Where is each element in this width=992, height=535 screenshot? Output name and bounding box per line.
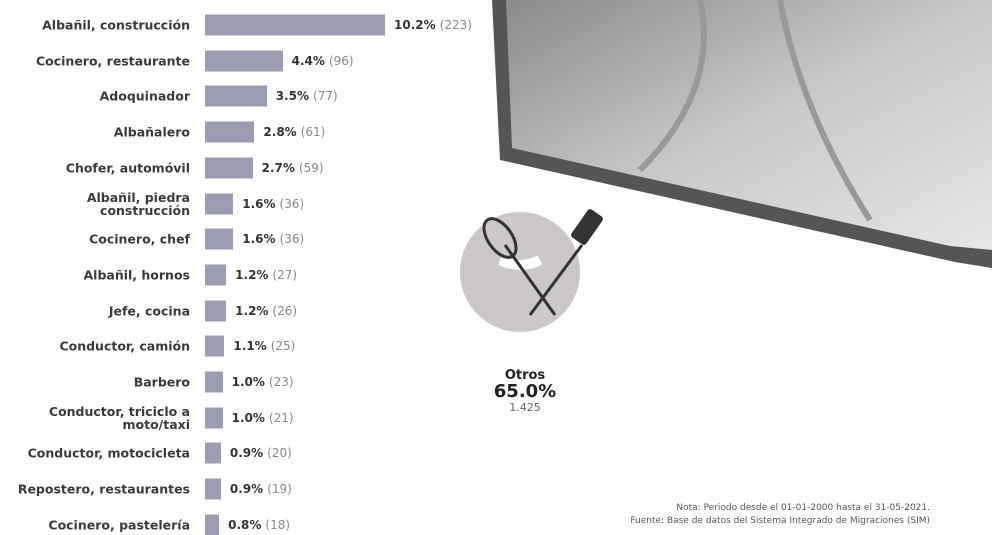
bar: [205, 514, 219, 535]
bar: [205, 300, 226, 321]
count-label: (27): [272, 268, 297, 282]
bar: [205, 122, 254, 143]
category-label: Chofer, automóvil: [0, 161, 190, 174]
value-label: 3.5%(77): [276, 89, 338, 103]
bar: [205, 229, 233, 250]
category-label: Cocinero, chef: [0, 233, 190, 246]
page: Otros 65.0% 1.425 Nota: Periodo desde el…: [0, 0, 992, 535]
value-label: 1.1%(25): [233, 339, 295, 353]
value-label: 2.8%(61): [263, 125, 325, 139]
count-label: (77): [313, 89, 338, 103]
bar: [205, 336, 224, 357]
count-label: (26): [272, 304, 297, 318]
bar: [205, 193, 233, 214]
bar: [205, 15, 385, 36]
count-label: (36): [280, 232, 305, 246]
count-label: (21): [269, 411, 294, 425]
count-label: (25): [271, 339, 296, 353]
value-label: 1.0%(23): [232, 375, 294, 389]
note: Nota: Periodo desde el 01-01-2000 hasta …: [676, 503, 930, 513]
category-label: Jefe, cocina: [0, 304, 190, 317]
bar: [205, 157, 253, 178]
value-label: 1.2%(27): [235, 268, 297, 282]
count-label: (20): [267, 446, 292, 460]
bar: [205, 86, 267, 107]
count-label: (96): [329, 54, 354, 68]
bar: [205, 264, 226, 285]
bar: [205, 372, 223, 393]
category-label: Adoquinador: [0, 90, 190, 103]
category-label: Conductor, triciclo a moto/taxi: [0, 405, 190, 431]
category-label: Cocinero, restaurante: [0, 54, 190, 67]
category-label: Repostero, restaurantes: [0, 483, 190, 496]
bar: [205, 479, 221, 500]
bar: [205, 50, 283, 71]
bar: [205, 443, 221, 464]
count-label: (223): [440, 18, 472, 32]
value-label: 1.2%(26): [235, 304, 297, 318]
value-label: 1.0%(21): [232, 411, 294, 425]
count-label: (23): [269, 375, 294, 389]
value-label: 1.6%(36): [242, 232, 304, 246]
category-label: Cocinero, pastelería: [0, 518, 190, 531]
count-label: (36): [280, 197, 305, 211]
others-percent: 65.0%: [460, 383, 590, 401]
count-label: (59): [299, 161, 324, 175]
value-label: 10.2%(223): [394, 18, 472, 32]
category-label: Albañalero: [0, 126, 190, 139]
count-label: (61): [301, 125, 326, 139]
value-label: 0.9%(20): [230, 446, 292, 460]
category-label: Conductor, camión: [0, 340, 190, 353]
count-label: (19): [267, 482, 292, 496]
others-box: Otros 65.0% 1.425: [460, 368, 590, 414]
value-label: 0.9%(19): [230, 482, 292, 496]
category-label: Albañil, hornos: [0, 268, 190, 281]
value-label: 2.7%(59): [262, 161, 324, 175]
count-label: (18): [265, 518, 290, 532]
others-count: 1.425: [460, 401, 590, 414]
category-label: Conductor, motocicleta: [0, 447, 190, 460]
category-label: Barbero: [0, 376, 190, 389]
value-label: 0.8%(18): [228, 518, 290, 532]
category-label: Albañil, construcción: [0, 19, 190, 32]
value-label: 1.6%(36): [242, 197, 304, 211]
category-label: Albañil, piedra construcción: [0, 191, 190, 217]
source: Fuente: Base de datos del Sistema Integr…: [630, 516, 930, 526]
bar: [205, 407, 223, 428]
spatula: [570, 208, 604, 246]
value-label: 4.4%(96): [292, 54, 354, 68]
